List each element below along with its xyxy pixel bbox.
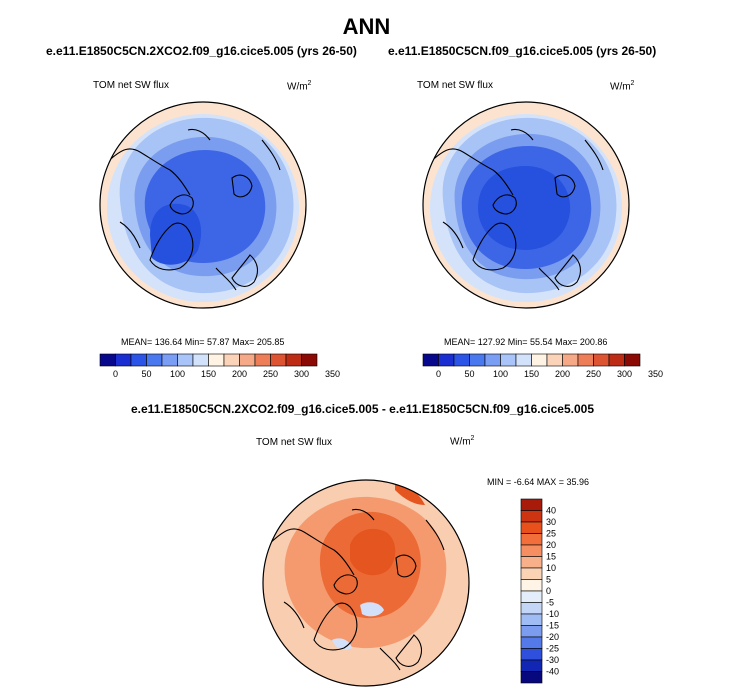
colorbar2-swatch — [608, 353, 625, 367]
colorbar-diff-tick-label: 15 — [546, 552, 556, 562]
colorbar1-swatch — [254, 353, 271, 367]
colorbar-diff-swatch — [520, 521, 543, 534]
figure-title: ANN — [342, 14, 391, 39]
colorbar-diff-tick-label: 10 — [546, 563, 556, 573]
colorbar2-swatch — [562, 353, 579, 367]
colorbar1-tick-label: 350 — [325, 369, 340, 379]
colorbar1-tick-label: 150 — [201, 369, 216, 379]
colorbar1-swatch — [239, 353, 256, 367]
colorbar-diff-swatch — [520, 613, 543, 626]
panel1-variable: TOM net SW flux — [93, 80, 169, 91]
colorbar-diff-swatch — [520, 579, 543, 592]
colorbar2-swatch — [453, 353, 470, 367]
colorbar1-swatch — [146, 353, 163, 367]
panel1-case-title: e.e11.E1850C5CN.2XCO2.f09_g16.cice5.005 … — [46, 44, 357, 58]
colorbar-diff-tick-label: 25 — [546, 529, 556, 539]
colorbar1-swatch — [285, 353, 302, 367]
colorbar1-swatch — [161, 353, 178, 367]
colorbar-diff-swatch — [520, 510, 543, 523]
colorbar-diff-tick-label: -15 — [546, 621, 559, 631]
panel2-stats: MEAN= 127.92 Min= 55.54 Max= 200.86 — [444, 337, 608, 347]
colorbar-diff-swatch — [520, 602, 543, 615]
colorbar2-swatch — [577, 353, 594, 367]
colorbar1-tick-label: 100 — [170, 369, 185, 379]
colorbar-diff-swatch — [520, 590, 543, 603]
colorbar2-tick-label: 0 — [436, 369, 441, 379]
panel2-case-title: e.e11.E1850C5CN.f09_g16.cice5.005 (yrs 2… — [388, 44, 657, 58]
panel1-units: W/m2 — [287, 80, 312, 93]
diff-units: W/m2 — [450, 435, 475, 448]
colorbar-diff-tick-label: -25 — [546, 644, 559, 654]
colorbar-diff-swatch — [520, 498, 543, 511]
colorbar-diff-tick-label: -20 — [546, 632, 559, 642]
diff-variable: TOM net SW flux — [256, 437, 332, 448]
colorbar2-swatch — [624, 353, 641, 367]
colorbar2-tick-label: 50 — [464, 369, 474, 379]
colorbar-diff-swatch — [520, 533, 543, 546]
colorbar1-tick-label: 0 — [113, 369, 118, 379]
colorbar-diff-swatch — [520, 648, 543, 661]
panel2-units: W/m2 — [610, 80, 635, 93]
diff-case-title: e.e11.E1850C5CN.2XCO2.f09_g16.cice5.005 … — [131, 402, 594, 416]
colorbar1-swatch — [177, 353, 194, 367]
colorbar2-swatch — [515, 353, 532, 367]
colorbar2-tick-label: 200 — [555, 369, 570, 379]
colorbar-diff-tick-label: 5 — [546, 575, 551, 585]
colorbar-diff-swatch — [520, 636, 543, 649]
colorbar-diff-swatch — [520, 567, 543, 580]
colorbar2-tick-label: 150 — [524, 369, 539, 379]
colorbar1-swatch — [115, 353, 132, 367]
panel1-stats: MEAN= 136.64 Min= 57.87 Max= 205.85 — [121, 337, 285, 347]
colorbar-panel1: 0 50 100 150 200 250 300 350 — [99, 353, 340, 379]
colorbar2-swatch — [531, 353, 548, 367]
panel2-variable: TOM net SW flux — [417, 80, 493, 91]
colorbar1-tick-label: 300 — [294, 369, 309, 379]
colorbar2-tick-label: 250 — [586, 369, 601, 379]
colorbar-diff-tick-label: 20 — [546, 540, 556, 550]
colorbar2-tick-label: 100 — [493, 369, 508, 379]
diff-stats: MIN = -6.64 MAX = 35.96 — [487, 477, 590, 487]
colorbar-diff-tick-label: 30 — [546, 517, 556, 527]
colorbar-diff-tick-label: -30 — [546, 655, 559, 665]
colorbar-diff-swatch — [520, 544, 543, 557]
colorbar1-tick-label: 200 — [232, 369, 247, 379]
colorbar-diff-swatch — [520, 671, 543, 684]
colorbar1-tick-label: 250 — [263, 369, 278, 379]
colorbar2-tick-label: 300 — [617, 369, 632, 379]
colorbar1-swatch — [208, 353, 225, 367]
colorbar2-swatch — [469, 353, 486, 367]
colorbar2-swatch — [438, 353, 455, 367]
colorbar-diff-tick-label: 40 — [546, 506, 556, 516]
colorbar1-swatch — [130, 353, 147, 367]
colorbar-diff-swatch — [520, 556, 543, 569]
colorbar2-swatch — [484, 353, 501, 367]
colorbar2-tick-label: 350 — [648, 369, 663, 379]
colorbar1-swatch — [270, 353, 287, 367]
colorbar1-swatch — [301, 353, 318, 367]
colorbar-diff-swatch — [520, 659, 543, 672]
colorbar-diff-tick-label: 0 — [546, 586, 551, 596]
colorbar-diff-tick-label: -10 — [546, 609, 559, 619]
colorbar1-swatch — [192, 353, 209, 367]
colorbar1-swatch — [223, 353, 240, 367]
colorbar2-swatch — [422, 353, 439, 367]
colorbar2-swatch — [593, 353, 610, 367]
colorbar-diff-tick-label: -5 — [546, 598, 554, 608]
colorbar2-swatch — [546, 353, 563, 367]
colorbar-diff-swatch — [520, 625, 543, 638]
colorbar2-swatch — [500, 353, 517, 367]
colorbar1-tick-label: 50 — [141, 369, 151, 379]
colorbar1-swatch — [99, 353, 116, 367]
colorbar-panel2: 0 50 100 150 200 250 300 350 — [422, 353, 663, 379]
colorbar-diff-tick-label: -40 — [546, 667, 559, 677]
